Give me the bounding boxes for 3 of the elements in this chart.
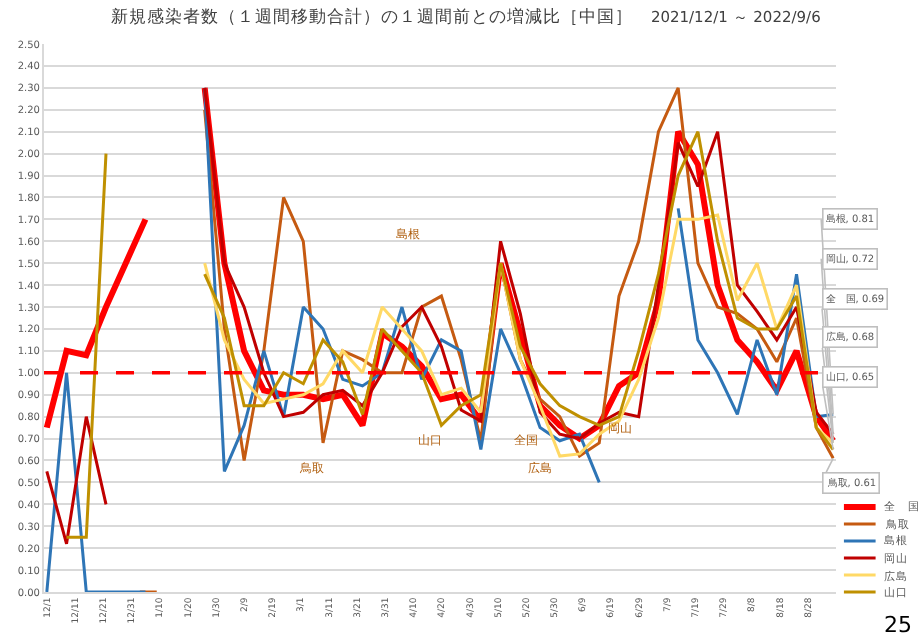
text: 25 xyxy=(884,612,912,638)
line-series xyxy=(203,213,835,458)
chart-title: 新規感染者数（１週間移動合計）の１週間前との増減比［中国］ xyxy=(110,7,633,28)
